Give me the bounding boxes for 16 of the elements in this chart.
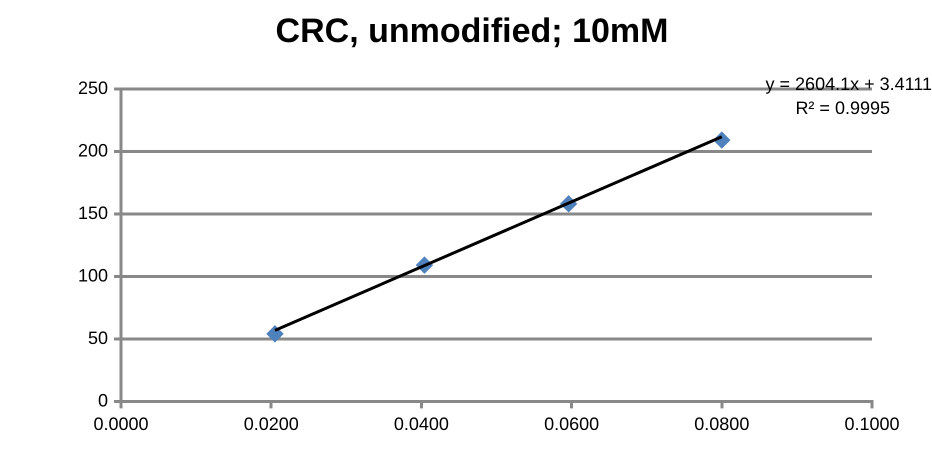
annotation: R² = 0.9995 bbox=[795, 98, 890, 118]
y-tick-label: 50 bbox=[88, 328, 108, 348]
x-tick-label: 0.0400 bbox=[394, 414, 449, 434]
y-tick-label: 0 bbox=[98, 390, 108, 410]
x-tick-label: 0.0800 bbox=[694, 414, 750, 434]
point bbox=[266, 325, 284, 342]
x-tick-label: 0.1000 bbox=[844, 414, 900, 434]
y-tick-label: 150 bbox=[78, 202, 108, 223]
y-tick-label: 100 bbox=[78, 265, 108, 286]
chart-title: CRC, unmodified; 10mM bbox=[276, 12, 668, 50]
annotation: y = 2604.1x + 3.4111 bbox=[766, 74, 932, 94]
y-tick-label: 200 bbox=[78, 140, 108, 160]
y-tick-label: 250 bbox=[78, 78, 108, 98]
x-tick-label: 0.0000 bbox=[94, 414, 149, 434]
x-tick-label: 0.0200 bbox=[244, 414, 299, 434]
x-tick-label: 0.0600 bbox=[544, 414, 600, 434]
